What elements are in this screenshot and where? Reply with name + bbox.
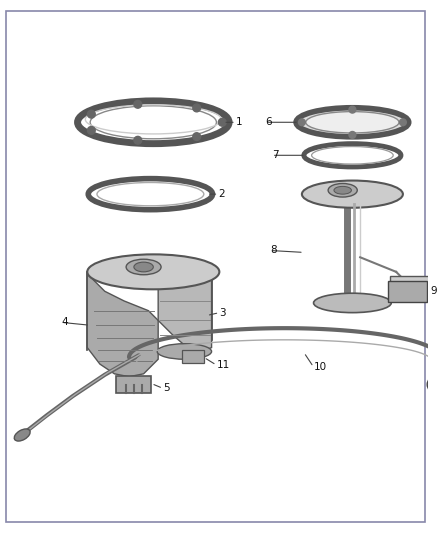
Polygon shape: [158, 274, 212, 351]
Ellipse shape: [296, 108, 409, 137]
Ellipse shape: [306, 111, 399, 133]
FancyBboxPatch shape: [390, 276, 433, 299]
Circle shape: [399, 119, 406, 126]
Text: 5: 5: [163, 383, 170, 393]
Circle shape: [88, 110, 95, 118]
Circle shape: [193, 104, 201, 112]
Circle shape: [427, 377, 438, 392]
Text: 8: 8: [270, 246, 276, 255]
Ellipse shape: [126, 259, 161, 274]
Text: 7: 7: [272, 150, 279, 160]
Text: 9: 9: [430, 286, 437, 296]
Circle shape: [134, 136, 141, 144]
Text: 2: 2: [219, 189, 225, 199]
Circle shape: [349, 106, 356, 113]
Circle shape: [134, 100, 141, 108]
Circle shape: [88, 126, 95, 134]
Text: 1: 1: [236, 117, 243, 127]
Ellipse shape: [334, 187, 351, 194]
Circle shape: [349, 132, 356, 138]
FancyBboxPatch shape: [117, 376, 152, 393]
Text: 3: 3: [219, 308, 226, 318]
FancyBboxPatch shape: [183, 350, 204, 363]
FancyBboxPatch shape: [6, 11, 425, 522]
Ellipse shape: [134, 262, 153, 272]
Ellipse shape: [87, 254, 219, 289]
Text: 4: 4: [61, 317, 68, 327]
Ellipse shape: [14, 429, 30, 441]
Circle shape: [299, 119, 305, 126]
FancyBboxPatch shape: [389, 280, 427, 302]
Circle shape: [193, 133, 201, 141]
Text: 6: 6: [265, 117, 272, 127]
Ellipse shape: [157, 344, 212, 359]
Circle shape: [219, 118, 226, 126]
Ellipse shape: [328, 183, 357, 197]
Text: 11: 11: [216, 360, 230, 370]
Ellipse shape: [314, 293, 391, 313]
Text: 10: 10: [314, 362, 327, 372]
Polygon shape: [87, 274, 158, 377]
Ellipse shape: [302, 181, 403, 208]
